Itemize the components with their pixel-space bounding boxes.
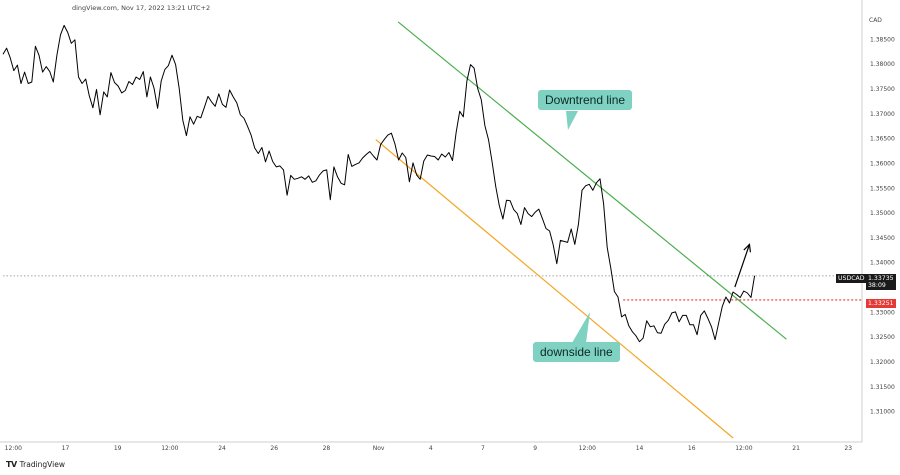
x-tick-label: 28 bbox=[323, 445, 331, 452]
symbol-price-tag: USDCAD bbox=[836, 274, 867, 283]
bar-countdown: 38:09 bbox=[868, 282, 886, 289]
y-tick-label: 1.37000 bbox=[870, 111, 895, 118]
up-arrow-shaft bbox=[734, 244, 751, 288]
x-tick-label: 26 bbox=[270, 445, 278, 452]
support-price-tag: 1.33251 bbox=[866, 299, 896, 308]
x-tick-label: Nov bbox=[373, 445, 385, 452]
y-tick-label: 1.36500 bbox=[870, 136, 895, 143]
support-price-value: 1.33251 bbox=[868, 300, 894, 307]
x-tick-label: 12:00 bbox=[579, 445, 596, 452]
y-tick-label: 1.38500 bbox=[870, 36, 895, 43]
chart-source-header: dingView.com, Nov 17, 2022 13:21 UTC+2 bbox=[72, 4, 211, 12]
y-tick-label: 1.34000 bbox=[870, 260, 895, 267]
y-tick-label: 1.33000 bbox=[870, 309, 895, 316]
downtrend-line bbox=[397, 21, 787, 340]
y-tick-label: 1.32000 bbox=[870, 359, 895, 366]
axes: 1.38500 1.38000 1.37500 1.37000 1.36500 1.360… bbox=[5, 36, 895, 452]
trend-lines bbox=[375, 21, 787, 439]
symbol-name: USDCAD bbox=[838, 275, 865, 282]
usdcad-price-line bbox=[2, 24, 756, 343]
downside-line bbox=[375, 139, 734, 439]
x-tick-label: 9 bbox=[533, 445, 537, 452]
tradingview-watermark: TV TradingView bbox=[6, 460, 65, 469]
x-tick-label: 16 bbox=[688, 445, 696, 452]
downside-line-label: downside line bbox=[533, 342, 620, 362]
y-tick-label: 1.31500 bbox=[870, 384, 895, 391]
x-tick-label: 23 bbox=[844, 445, 852, 452]
x-tick-label: 19 bbox=[114, 445, 122, 452]
currency-label: CAD bbox=[869, 17, 882, 24]
y-tick-label: 1.35000 bbox=[870, 210, 895, 217]
x-tick-label: 17 bbox=[62, 445, 70, 452]
chart-frame bbox=[0, 0, 863, 443]
x-tick-label: 14 bbox=[636, 445, 644, 452]
y-tick-label: 1.37500 bbox=[870, 86, 895, 93]
price-series bbox=[2, 24, 756, 343]
downtrend-label-pointer bbox=[566, 111, 578, 130]
up-arrow-head bbox=[743, 243, 752, 253]
y-tick-label: 1.32500 bbox=[870, 334, 895, 341]
x-tick-label: 12:00 bbox=[161, 445, 178, 452]
x-tick-label: 7 bbox=[481, 445, 485, 452]
y-tick-label: 1.34500 bbox=[870, 235, 895, 242]
y-tick-label: 1.35500 bbox=[870, 185, 895, 192]
x-tick-label: 21 bbox=[792, 445, 800, 452]
downtrend-line-label: Downtrend line bbox=[538, 90, 633, 110]
downside-label-pointer bbox=[572, 312, 590, 343]
x-tick-label: 24 bbox=[218, 445, 226, 452]
last-price-value: 1.33735 bbox=[868, 275, 894, 282]
tradingview-logo-icon: TV bbox=[6, 460, 17, 469]
watermark-text: TradingView bbox=[19, 460, 65, 469]
y-tick-label: 1.38000 bbox=[870, 61, 895, 68]
y-tick-label: 1.36000 bbox=[870, 160, 895, 167]
x-tick-label: 4 bbox=[429, 445, 433, 452]
last-price-tag: 1.33735 38:09 bbox=[866, 274, 896, 290]
x-tick-label: 12:00 bbox=[735, 445, 752, 452]
x-tick-label: 12:00 bbox=[5, 445, 22, 452]
y-tick-label: 1.31000 bbox=[870, 409, 895, 416]
